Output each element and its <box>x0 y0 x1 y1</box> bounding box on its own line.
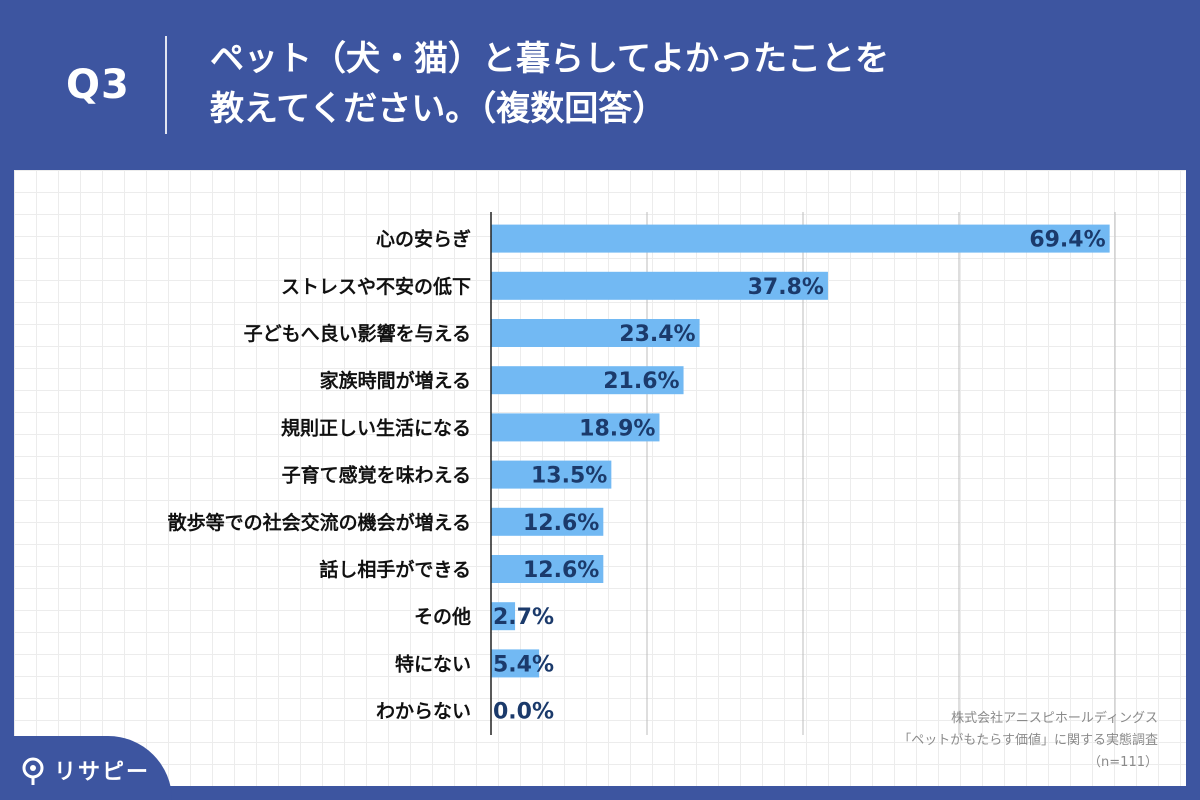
bar <box>491 602 516 631</box>
data-label: 13.5% <box>531 464 607 489</box>
bar <box>491 649 540 678</box>
question-line-2: 教えてください。（複数回答） <box>210 89 667 129</box>
data-label: 23.4% <box>619 322 695 347</box>
header: Q3 ペット（犬・猫）と暮らしてよかったことを 教えてください。（複数回答） <box>0 0 1200 170</box>
category-label: ストレスや不安の低下 <box>281 275 471 298</box>
bar-chart: 心の安らぎ 69.4% ストレスや不安の低下 37.8% 子どもへ良い影響を与える 23.… <box>168 212 1116 735</box>
category-label: わからない <box>376 701 471 723</box>
data-label: 2.7% <box>493 605 554 630</box>
data-label: 12.6% <box>523 558 599 583</box>
question-number: Q3 <box>66 62 130 108</box>
category-label: 特にない <box>395 653 471 675</box>
category-label: 家族時間が増える <box>320 369 471 392</box>
bar <box>491 224 1110 253</box>
data-label: 21.6% <box>603 369 679 394</box>
chart-panel: 心の安らぎ 69.4% ストレスや不安の低下 37.8% 子どもへ良い影響を与える 23.… <box>14 170 1186 786</box>
data-label: 5.4% <box>493 652 554 677</box>
category-label: 子育て感覚を味わえる <box>282 464 471 487</box>
data-label: 0.0% <box>493 700 554 725</box>
category-label: 散歩等での社会交流の機会が増える <box>168 511 471 534</box>
bar <box>491 555 604 583</box>
category-label: 話し相手ができる <box>319 558 471 581</box>
brand-logo: リサピー <box>0 736 172 800</box>
bar <box>491 460 612 489</box>
data-label: 69.4% <box>1029 228 1105 253</box>
data-label: 18.9% <box>579 416 655 441</box>
category-label: その他 <box>414 605 471 628</box>
category-label: 心の安らぎ <box>376 228 471 251</box>
source-note: 株式会社アニスピホールディングス 「ペットがもたらす価値」に関する実態調査 （n… <box>898 708 1158 774</box>
question-text: ペット（犬・猫）と暮らしてよかったことを 教えてください。（複数回答） <box>210 34 1170 134</box>
category-label: 規則正しい生活になる <box>281 416 471 439</box>
source-survey: 「ペットがもたらす価値」に関する実態調査 <box>898 733 1158 748</box>
pin-icon <box>22 757 44 785</box>
bar <box>491 507 604 536</box>
data-label: 37.8% <box>748 275 824 300</box>
header-divider <box>165 36 167 134</box>
source-company: 株式会社アニスピホールディングス <box>951 711 1158 726</box>
source-sample-size: （n=111） <box>1088 755 1158 770</box>
bar <box>491 413 660 442</box>
data-label: 12.6% <box>523 511 599 536</box>
bar <box>491 271 828 300</box>
bar <box>491 366 684 395</box>
question-line-1: ペット（犬・猫）と暮らしてよかったことを <box>210 39 889 79</box>
category-label: 子どもへ良い影響を与える <box>244 322 471 345</box>
brand-name: リサピー <box>54 760 151 785</box>
bar <box>491 319 700 347</box>
